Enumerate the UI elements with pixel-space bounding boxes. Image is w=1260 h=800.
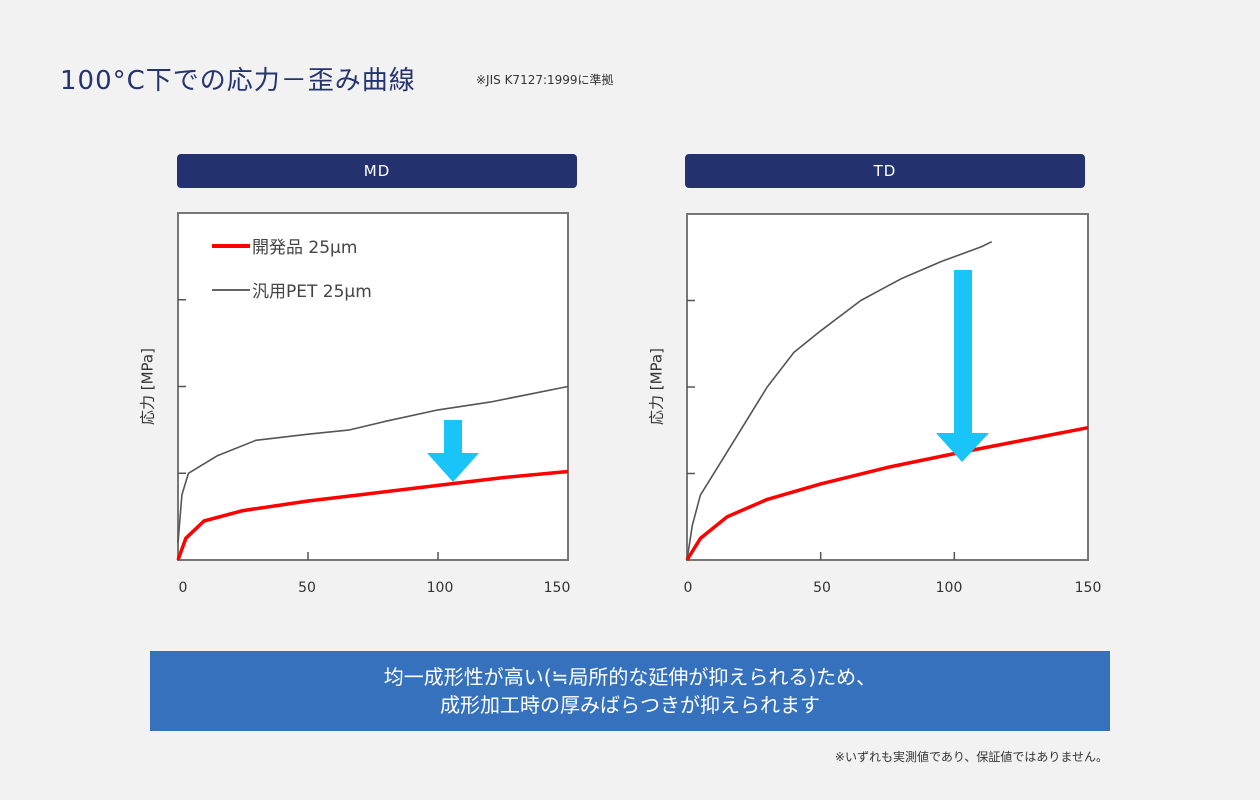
td-chart-header: TD — [685, 154, 1085, 188]
td-x-tick: 50 — [813, 580, 831, 596]
gray-line-swatch-icon — [212, 288, 250, 291]
standard-note: ※JIS K7127:1999に準拠 — [476, 73, 614, 87]
page-title: 100°C下での応力－歪み曲線 — [60, 66, 416, 96]
md-header-label: MD — [363, 162, 391, 180]
banner-line-1: 均一成形性が高い(≒局所的な延伸が抑えられる)ため、 — [383, 665, 877, 689]
legend-item-developed: 開発品 25μm — [212, 233, 357, 258]
developed-curve — [685, 425, 1089, 561]
legend-label-generic: 汎用PET 25μm — [252, 282, 372, 302]
plot-frame — [686, 213, 1089, 561]
banner-line-2: 成形加工時の厚みばらつきが抑えられます — [440, 693, 820, 717]
td-x-tick: 150 — [1074, 580, 1102, 596]
td-plot — [685, 213, 1089, 561]
generic-pet-curve — [177, 385, 569, 543]
md-y-axis-label: 応力 [MPa] — [138, 348, 157, 425]
red-line-swatch-icon — [212, 243, 250, 248]
plot-frame — [177, 212, 569, 561]
md-x-tick: 150 — [543, 580, 571, 596]
footnote: ※いずれも実測値であり、保証値ではありません。 — [834, 750, 1108, 764]
legend-item-generic: 汎用PET 25μm — [212, 277, 372, 302]
md-x-tick: 50 — [298, 580, 316, 596]
md-x-tick: 0 — [178, 580, 188, 596]
legend-label-developed: 開発品 25μm — [252, 238, 358, 258]
generic-pet-curve — [686, 240, 993, 561]
developed-curve — [176, 469, 569, 561]
td-x-tick: 0 — [683, 580, 693, 596]
td-y-axis-label: 応力 [MPa] — [647, 348, 666, 425]
md-chart-header: MD — [177, 154, 577, 188]
md-down-arrow-icon — [427, 420, 479, 482]
td-x-tick: 100 — [935, 580, 963, 596]
td-down-arrow-icon — [936, 270, 989, 462]
md-plot — [176, 212, 569, 561]
md-x-tick: 100 — [426, 580, 454, 596]
td-header-label: TD — [873, 162, 897, 180]
summary-banner: 均一成形性が高い(≒局所的な延伸が抑えられる)ため、 成形加工時の厚みばらつきが… — [150, 651, 1110, 731]
